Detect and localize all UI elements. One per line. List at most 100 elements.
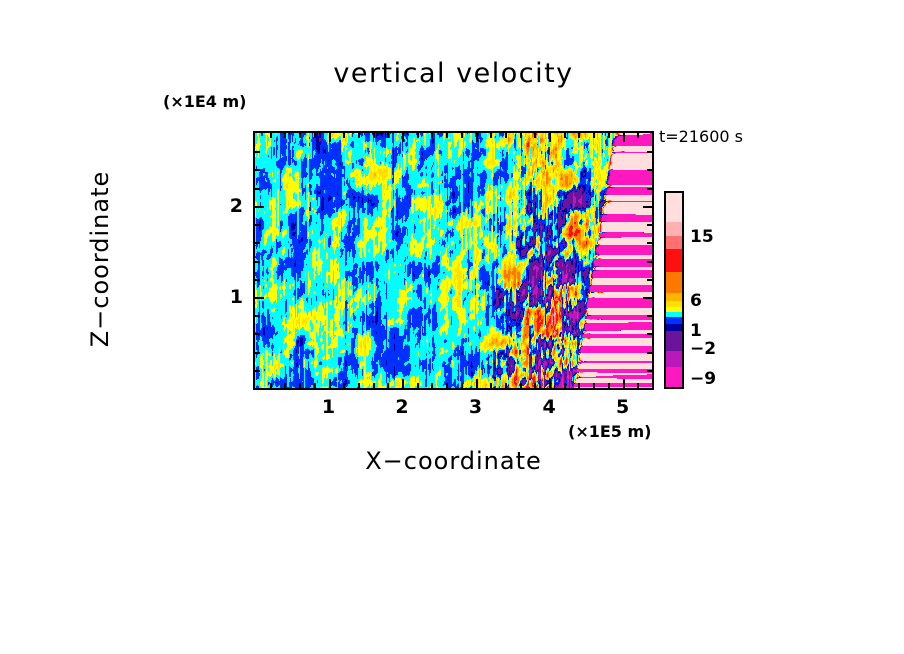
colorbar-tick-label: −9 [690,369,717,389]
y-minor-tick [255,279,260,281]
x-minor-tick [431,383,433,388]
y-minor-tick [255,315,260,317]
colorbar-band [666,193,682,223]
page-title: vertical velocity [333,58,574,89]
y-minor-tick [255,224,260,226]
y-minor-tick [255,333,260,335]
x-major-tick-top [402,133,404,142]
x-minor-tick [593,383,595,388]
plot-area [253,131,654,390]
y-axis-title: Z−coordinate [86,170,114,348]
colorbar-band [666,317,682,325]
colorbar-band [666,331,682,352]
x-major-tick [402,379,404,388]
colorbar-band [666,292,682,301]
x-major-tick [476,379,478,388]
y-major-tick-right [643,297,652,299]
x-major-tick-top [549,133,551,142]
y-minor-tick-right [647,315,652,317]
x-tick-label: 3 [468,396,483,418]
colorbar-band [666,300,682,307]
x-minor-tick [417,383,419,388]
y-minor-tick-right [647,352,652,354]
contour-field [255,133,652,388]
colorbar-band [666,236,682,250]
x-minor-tick [270,383,272,388]
x-unit-label: (×1E5 m) [568,422,652,441]
y-minor-tick-right [647,151,652,153]
x-minor-tick [343,383,345,388]
x-major-tick-top [476,133,478,142]
colorbar-band [666,350,682,368]
x-minor-tick [461,383,463,388]
x-tick-label: 2 [395,396,409,418]
x-minor-tick-top [461,133,463,138]
x-minor-tick-top [564,133,566,138]
x-minor-tick [490,383,492,388]
y-minor-tick-right [647,188,652,190]
x-minor-tick [373,383,375,388]
colorbar-tick-label: −2 [690,339,717,359]
colorbar-band [666,306,682,312]
x-major-tick [329,379,331,388]
x-minor-tick-top [314,133,316,138]
y-minor-tick [255,169,260,171]
y-minor-tick-right [647,279,652,281]
x-minor-tick-top [270,133,272,138]
colorbar-band [666,248,682,273]
x-minor-tick [505,383,507,388]
x-minor-tick-top [593,133,595,138]
x-minor-tick [299,383,301,388]
x-minor-tick-top [373,133,375,138]
x-minor-tick-top [534,133,536,138]
y-minor-tick-right [647,370,652,372]
colorbar-band [666,272,682,294]
x-minor-tick-top [417,133,419,138]
x-minor-tick-top [490,133,492,138]
x-minor-tick-top [284,133,286,138]
y-major-tick [255,206,264,208]
colorbar-band [666,367,682,387]
x-minor-tick-top [520,133,522,138]
colorbar-band [666,311,682,318]
colorbar-band [666,222,682,237]
x-minor-tick-top [358,133,360,138]
x-minor-tick [564,383,566,388]
x-tick-label: 4 [542,396,556,418]
x-minor-tick-top [299,133,301,138]
y-unit-label: (×1E4 m) [163,92,247,111]
y-minor-tick [255,261,260,263]
y-minor-tick-right [647,261,652,263]
colorbar [664,191,684,389]
x-major-tick-top [623,133,625,142]
x-minor-tick-top [431,133,433,138]
x-minor-tick-top [505,133,507,138]
x-minor-tick [578,383,580,388]
timestamp-annotation: t=21600 s [659,127,743,146]
x-major-tick [623,379,625,388]
x-tick-label: 5 [615,396,630,418]
y-tick-label: 2 [229,194,243,217]
colorbar-tick-label: 6 [690,291,702,311]
x-axis-title: X−coordinate [365,447,542,475]
x-minor-tick [284,383,286,388]
x-minor-tick [534,383,536,388]
y-minor-tick [255,242,260,244]
y-minor-tick-right [647,242,652,244]
y-major-tick [255,297,264,299]
x-minor-tick [520,383,522,388]
x-minor-tick-top [608,133,610,138]
y-minor-tick-right [647,169,652,171]
x-minor-tick [358,383,360,388]
y-minor-tick [255,151,260,153]
y-minor-tick-right [647,333,652,335]
x-minor-tick-top [578,133,580,138]
y-major-tick-right [643,206,652,208]
x-minor-tick [314,383,316,388]
x-minor-tick [387,383,389,388]
x-major-tick-top [329,133,331,142]
x-minor-tick-top [637,133,639,138]
x-major-tick [549,379,551,388]
colorbar-tick-label: 1 [690,321,702,341]
